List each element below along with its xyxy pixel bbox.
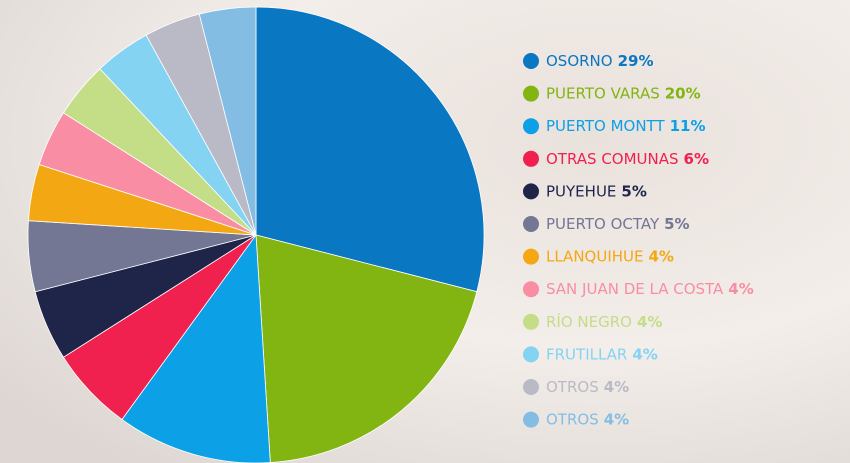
- legend-marker: [523, 118, 539, 134]
- legend-value: 4%: [637, 312, 662, 330]
- chart: OSORNO 29% PUERTO VARAS 20%PUERTO MONTT 11% O…: [0, 0, 850, 463]
- legend-marker: [523, 412, 539, 428]
- legend-label: OSORNO 29%: [546, 52, 654, 70]
- legend-value: 5%: [664, 215, 689, 233]
- legend-label: OTRAS COMUNAS 6%: [546, 149, 709, 167]
- legend-name: PUERTO OCTAY: [546, 215, 660, 233]
- legend-marker: [523, 346, 539, 362]
- legend-name: OTROS: [546, 378, 599, 396]
- legend-name: PUERTO MONTT: [546, 117, 665, 135]
- legend-value: 11%: [670, 117, 706, 135]
- legend-marker: [523, 314, 539, 330]
- legend-label: OTROS 4%: [546, 378, 629, 396]
- legend-name: OTRAS COMUNAS: [546, 149, 679, 167]
- legend-value: 4%: [604, 378, 629, 396]
- legend-value: 20%: [665, 84, 701, 102]
- legend-name: OTROS: [546, 410, 599, 428]
- legend-marker: [523, 183, 539, 199]
- legend-value: 29%: [618, 52, 654, 70]
- legend-name: LLANQUIHUE: [546, 247, 644, 265]
- legend-label: RÍO NEGRO 4%: [546, 311, 662, 330]
- legend-label: FRUTILLAR 4%: [546, 345, 658, 363]
- legend-label: OTROS 4%: [546, 410, 629, 428]
- legend-name: OSORNO: [546, 52, 613, 70]
- legend-name: SAN JUAN DE LA COSTA: [546, 280, 724, 298]
- legend-marker: [523, 53, 539, 69]
- legend-marker: [523, 249, 539, 265]
- legend-name: PUYEHUE: [546, 182, 616, 200]
- legend-value: 6%: [684, 149, 709, 167]
- legend-name: PUERTO VARAS: [546, 84, 660, 102]
- legend-value: 4%: [649, 247, 674, 265]
- legend-label: PUERTO MONTT 11%: [546, 117, 706, 135]
- legend-label: LLANQUIHUE 4%: [546, 247, 674, 265]
- legend-name: RÍO NEGRO: [546, 311, 632, 330]
- legend-value: 4%: [728, 280, 753, 298]
- legend-name: FRUTILLAR: [546, 345, 627, 363]
- legend-value: 5%: [621, 182, 646, 200]
- legend-marker: [523, 379, 539, 395]
- legend-label: PUERTO VARAS 20%: [546, 84, 701, 102]
- legend-marker: [523, 216, 539, 232]
- legend-label: PUYEHUE 5%: [546, 182, 647, 200]
- legend-value: 4%: [604, 410, 629, 428]
- legend-value: 4%: [632, 345, 657, 363]
- legend-marker: [523, 86, 539, 102]
- legend-marker: [523, 281, 539, 297]
- legend-marker: [523, 151, 539, 167]
